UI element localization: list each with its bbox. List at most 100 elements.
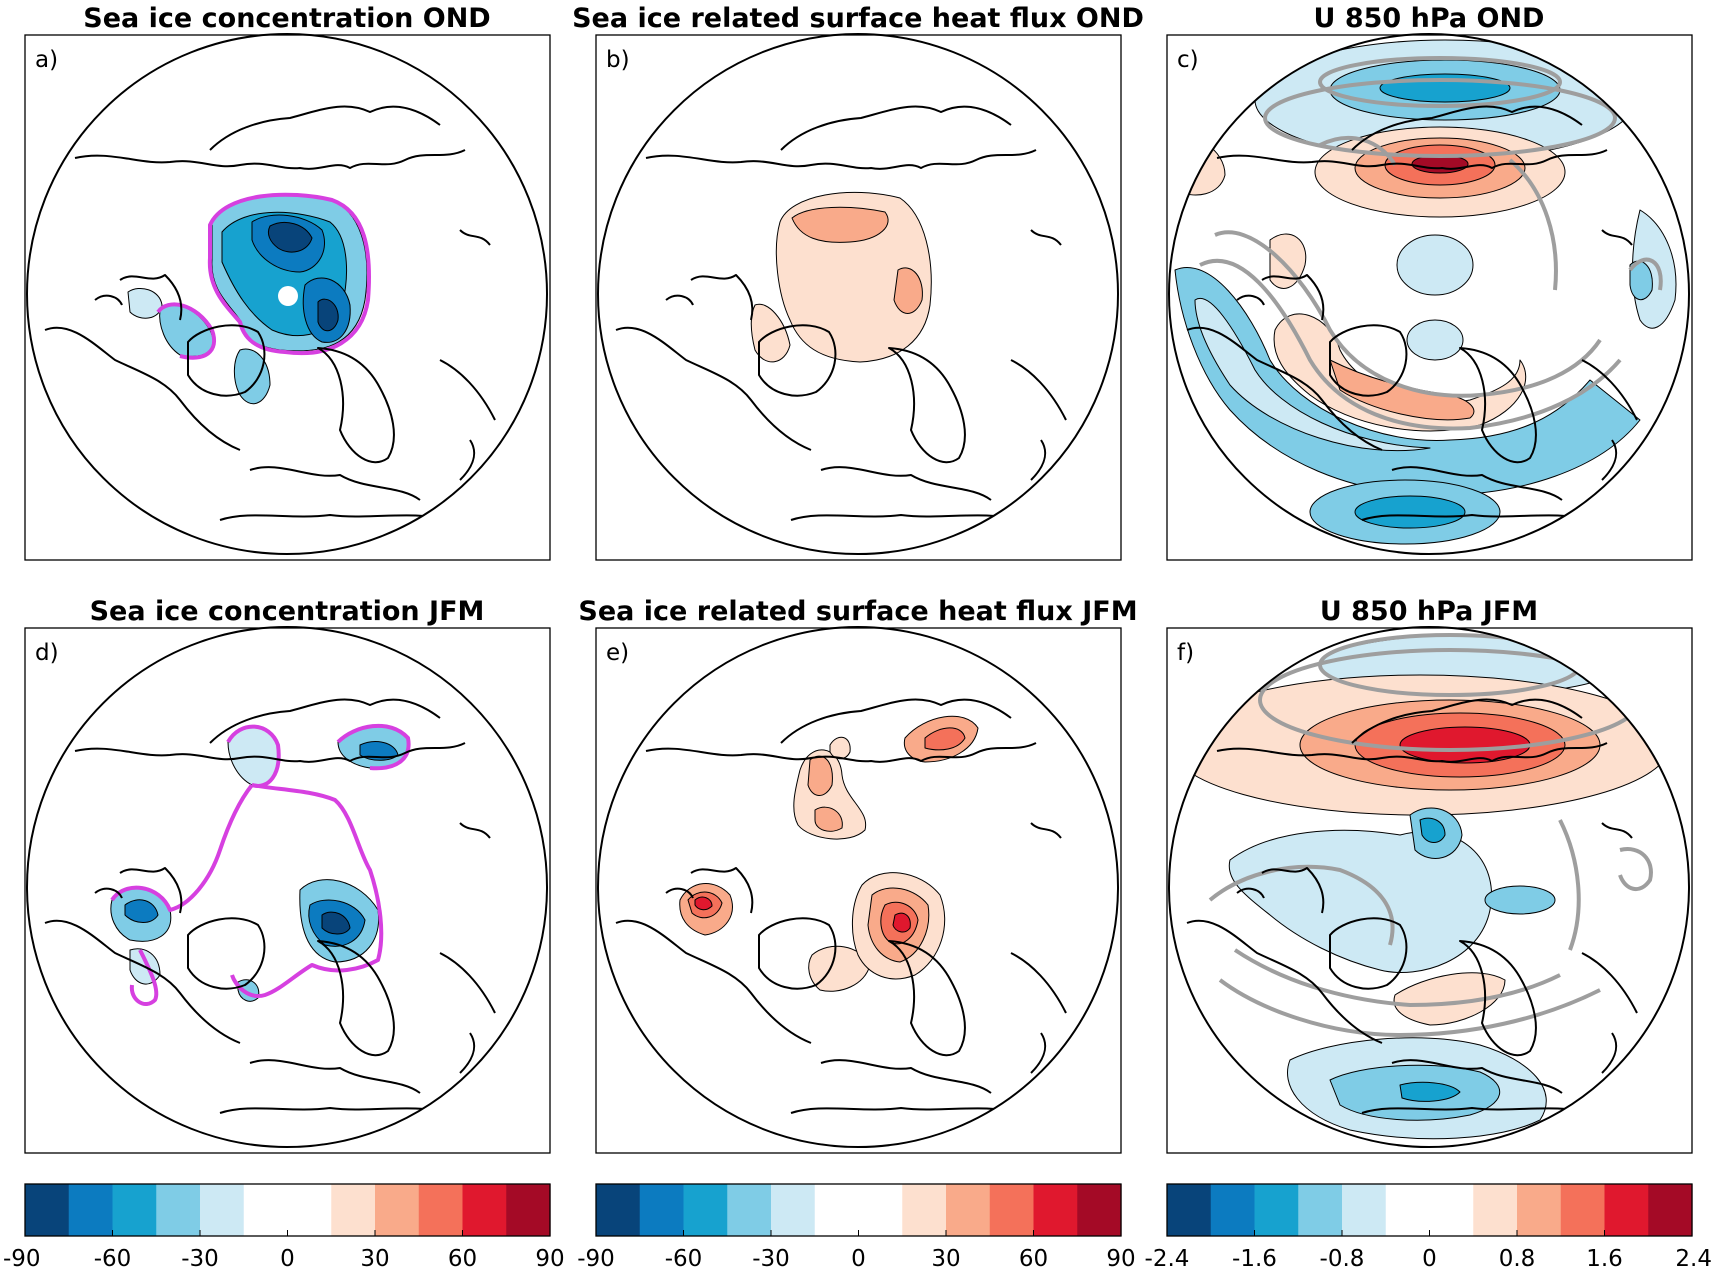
panel-b: Sea ice related surface heat flux OND b) [572,3,1144,561]
colorbar-segment [1254,1184,1299,1236]
wind-anomaly-contour [1406,319,1464,361]
coastline [1581,229,1638,481]
coastline [1581,822,1638,1074]
colorbar-segment [506,1184,551,1236]
coastline [219,466,451,521]
colorbar-segment [946,1184,991,1236]
coastline [758,324,837,397]
panel-e: Sea ice related surface heat flux JFM [578,596,1138,1154]
map-field [1169,39,1677,545]
colorbar-sea-ice-concentration: -90 -60 -30 0 30 60 90 [3,1183,565,1272]
panel-title: Sea ice related surface heat flux JFM [578,596,1137,627]
coastline [219,1059,451,1114]
colorbar-segment [858,1184,903,1236]
wind-anomaly-contour [1393,972,1506,1026]
coastline [1236,867,1325,914]
map-field [615,698,1067,1114]
colorbar-heat-flux: -90 -60 -30 0 30 60 90 [577,1183,1136,1272]
colorbar-tick-label: 0.8 [1499,1246,1536,1272]
colorbar-segment [462,1184,507,1236]
colorbar-tick-label: 0 [280,1246,295,1272]
colorbar-segment [200,1184,245,1236]
coastline [888,347,966,464]
hemisphere-boundary [1168,626,1690,1148]
colorbar-segment [771,1184,816,1236]
panel-c: U 850 hPa OND [1166,3,1693,561]
coastline [1010,822,1067,1074]
colorbar-tick-label: 30 [931,1246,960,1272]
coastline [209,698,441,744]
coastline [1236,274,1325,321]
colorbar-tick-label: 90 [1106,1246,1135,1272]
panel-label: c) [1177,47,1199,73]
colorbar-segment [989,1184,1035,1236]
colorbar-segment [639,1184,685,1236]
wind-anomaly-contour [1174,267,1641,496]
colorbar-segment [1560,1184,1606,1236]
coastline [1329,324,1408,397]
wind-anomaly-contour [1354,495,1466,529]
coastline [780,698,1012,744]
colorbar-segment [68,1184,114,1236]
heat-flux-contour [807,755,833,796]
colorbar-segment [902,1184,947,1236]
colorbar-segment [1429,1184,1474,1236]
map-field [1169,633,1671,1140]
colorbar-tick-label: 0 [1422,1246,1437,1272]
panel-title: Sea ice concentration JFM [90,596,485,627]
ice-anomaly-contour [124,899,159,923]
colorbar-segment [1604,1184,1649,1236]
coastline [1351,698,1583,744]
colorbar-tick-label: 60 [1019,1246,1048,1272]
coastline [780,105,1012,151]
coastline [1361,466,1593,521]
coastline [645,742,1037,763]
ice-anomaly-contour [321,911,351,935]
coastline [209,105,441,151]
panel-title: U 850 hPa OND [1314,3,1545,34]
ice-anomaly-contour [127,288,163,319]
coastline [790,1059,1022,1114]
ice-edge-contour [129,949,159,1006]
climatology-contour [1628,257,1663,291]
panel-frame [24,627,551,1154]
ice-edge-contour [226,723,411,788]
wind-anomaly-contour [1399,1081,1461,1102]
coastline [1329,917,1408,990]
colorbar-tick-label: -30 [181,1246,219,1272]
colorbar-tick-label: 60 [448,1246,477,1272]
coastline [1216,742,1608,763]
colorbar-tick-label: -0.8 [1320,1246,1365,1272]
colorbar-tick-label: -90 [3,1246,41,1272]
climatology-contour [1208,864,1601,1037]
coastline [1186,919,1383,1044]
colorbar-tick-label: -60 [665,1246,703,1272]
ice-edge-contour [156,302,216,360]
panel-title: Sea ice concentration OND [83,3,490,34]
coastline [74,742,466,763]
climatology-contour [1214,230,1602,398]
wind-anomaly-contour [1396,234,1474,296]
map-field [44,105,496,521]
panel-d: Sea ice concentration JFM d) [24,596,551,1154]
panel-label: f) [1177,640,1194,666]
colorbar-segment [243,1184,289,1236]
colorbar-segment [156,1184,201,1236]
climatology-contour [1263,78,1617,158]
colorbar-segment [1210,1184,1256,1236]
colorbar-segment [596,1184,641,1236]
colorbar-segment [1033,1184,1078,1236]
coastline [1361,1059,1593,1114]
panel-f: U 850 hPa JFM [1166,596,1693,1154]
coastline [790,466,1022,521]
coastline [1459,940,1537,1057]
panel-frame [595,627,1122,1154]
colorbar-segment [727,1184,772,1236]
coastline [439,822,496,1074]
wind-anomaly-contour [1329,359,1475,421]
panel-title: Sea ice related surface heat flux OND [572,3,1144,34]
colorbar-segment [1517,1184,1562,1236]
colorbar-tick-label: 1.6 [1586,1246,1623,1272]
ice-anomaly-contour [233,348,271,405]
heat-flux-contour [694,896,713,911]
